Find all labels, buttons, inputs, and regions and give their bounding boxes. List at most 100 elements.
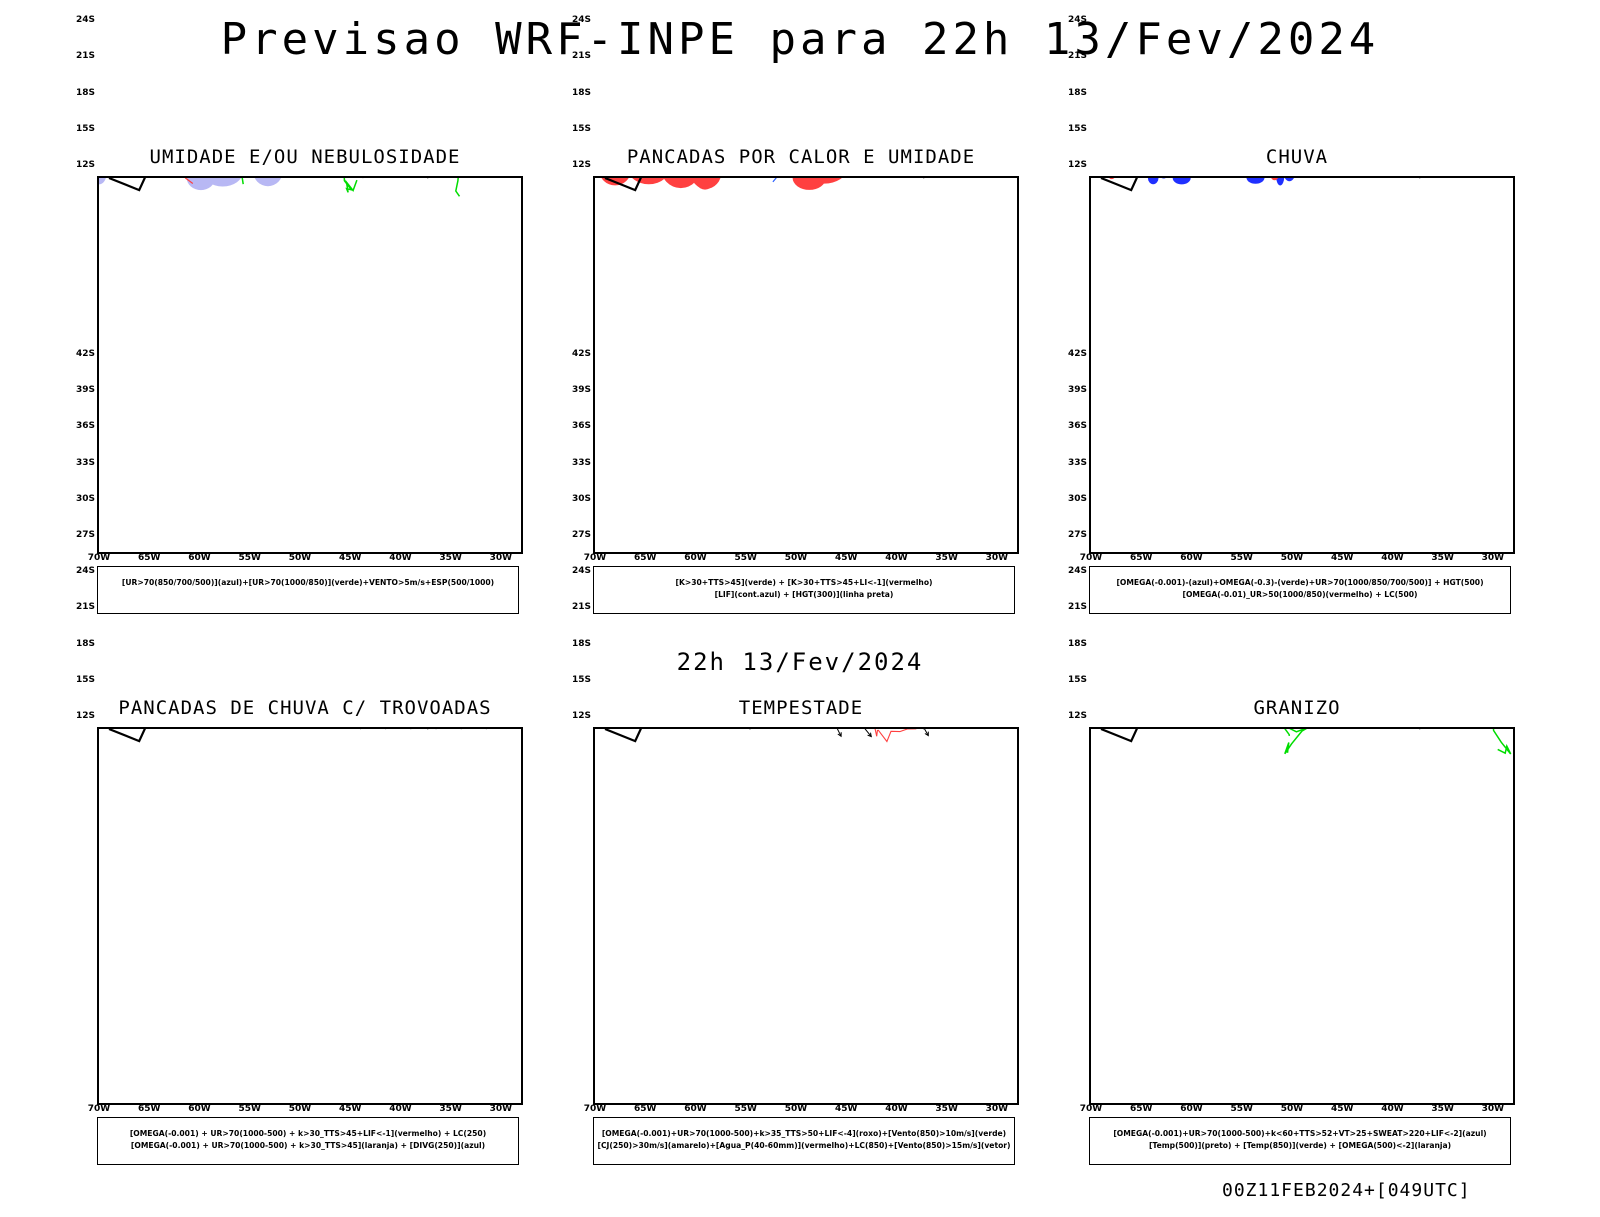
lon-tick-label: 40W xyxy=(1381,553,1404,563)
lat-tick-label: 36S xyxy=(75,421,95,432)
lat-tick-label: 30S xyxy=(571,493,591,504)
lon-tick-label: 45W xyxy=(1330,553,1354,563)
lat-tick-label: 15S xyxy=(1067,674,1087,685)
country-border xyxy=(108,729,146,743)
lat-tick-label: 24S xyxy=(75,15,95,26)
lon-tick-label: 60W xyxy=(684,1104,707,1114)
lon-tick-label: 45W xyxy=(1330,1104,1354,1114)
lon-tick-label: 60W xyxy=(684,553,707,563)
omega-area xyxy=(1172,178,1191,185)
lat-tick-label: 42S xyxy=(75,349,95,359)
omega-area xyxy=(1147,178,1159,185)
lat-tick-label: 39S xyxy=(75,385,95,396)
lat-tick-label: 12S xyxy=(571,159,591,170)
lon-tick-label: 55W xyxy=(1230,1104,1253,1114)
main-title: Previsao WRF-INPE para 22h 13/Fev/2024 xyxy=(220,14,1380,65)
lat-tick-label: 36S xyxy=(571,421,591,432)
lon-tick-label: 50W xyxy=(288,1104,312,1114)
lat-tick-label: 21S xyxy=(571,602,591,613)
lon-tick-label: 50W xyxy=(784,1104,808,1114)
panel-title: CHUVA xyxy=(1265,146,1329,168)
panel-tempestade: TEMPESTADE 40404050 [OMEGA(-0.001)+UR>70… xyxy=(556,349,1046,1217)
lon-tick-label: 40W xyxy=(389,553,412,563)
lon-tick-label: 40W xyxy=(389,1104,412,1114)
lon-tick-label: 40W xyxy=(885,1104,908,1114)
map-svg xyxy=(108,729,487,743)
lon-tick-label: 40W xyxy=(885,553,908,563)
map-svg: 9680968096809680968096809680960096009520… xyxy=(601,178,925,192)
humidity-low-contour xyxy=(343,178,358,193)
lat-tick-label: 12S xyxy=(571,710,591,721)
legend-box: [OMEGA(-0.001)+UR>70(1000-500)+k>35_TTS>… xyxy=(593,1117,1015,1165)
humidity-upper-area xyxy=(254,178,282,187)
lon-tick-label: 50W xyxy=(1280,1104,1304,1114)
omega-area xyxy=(1161,178,1166,179)
lon-tick-label: 60W xyxy=(1180,553,1203,563)
lat-tick-label: 15S xyxy=(571,123,591,134)
map-svg: 1016101210161020101610121008101210201004… xyxy=(99,178,461,197)
humidity-low-contour xyxy=(455,178,461,197)
panel-title: PANCADAS POR CALOR E UMIDADE xyxy=(626,146,976,168)
lon-tick-label: 45W xyxy=(338,1104,362,1114)
legend-box: [UR>70(850/700/500)](azul)+[UR>70(1000/8… xyxy=(97,566,519,614)
lon-tick-label: 55W xyxy=(238,553,261,563)
legend-line: [OMEGA(-0.001)-(azul)+OMEGA(-0.3)-(verde… xyxy=(1116,578,1484,587)
lat-tick-label: 15S xyxy=(75,674,95,685)
lon-tick-label: 35W xyxy=(1431,1104,1454,1114)
legend-line: [Temp(500)](preto) + [Temp(850)](verde) … xyxy=(1148,1141,1452,1150)
panel-chuva: CHUVA 588585582579576573570567576 [OMEGA… xyxy=(1052,15,1542,666)
lon-tick-label: 60W xyxy=(188,553,211,563)
lat-tick-label: 24S xyxy=(1067,566,1087,577)
lon-tick-label: 30W xyxy=(489,1104,513,1114)
lat-tick-label: 24S xyxy=(571,15,591,26)
lon-tick-label: 35W xyxy=(1431,553,1454,563)
humidity-upper-area xyxy=(186,178,216,191)
lat-tick-label: 33S xyxy=(571,457,591,468)
lon-tick-label: 30W xyxy=(985,553,1009,563)
map-plot xyxy=(97,727,523,1105)
lat-tick-label: 21S xyxy=(1067,51,1087,62)
legend-line: [CJ(250)>30m/s](amarelo)+[Agua_P(40-60mm… xyxy=(597,1141,1011,1150)
lon-tick-label: 40W xyxy=(1381,1104,1404,1114)
humidity-upper-area xyxy=(99,178,106,185)
lat-tick-label: 18S xyxy=(571,638,591,649)
lon-tick-label: 45W xyxy=(834,553,858,563)
lat-tick-label: 18S xyxy=(1067,87,1087,98)
omega-area xyxy=(1246,178,1265,184)
heat-convection-area xyxy=(691,178,721,189)
omega-area xyxy=(1284,178,1294,182)
lat-tick-label: 21S xyxy=(75,602,95,613)
forecast-time-subtitle: 22h 13/Fev/2024 xyxy=(676,648,924,676)
precip-water-contour xyxy=(874,729,917,743)
lon-tick-label: 55W xyxy=(734,553,757,563)
rain-area xyxy=(1271,178,1278,181)
lat-tick-label: 15S xyxy=(571,674,591,685)
lon-tick-label: 35W xyxy=(439,1104,462,1114)
legend-line: [K>30+TTS>45](verde) + [K>30+TTS>45+LI<-… xyxy=(675,578,933,587)
temp-850-contour xyxy=(1284,729,1307,755)
lat-tick-label: 42S xyxy=(571,349,591,359)
lat-tick-label: 18S xyxy=(1067,638,1087,649)
lat-tick-label: 42S xyxy=(1067,349,1087,359)
legend-box: [OMEGA(-0.001)-(azul)+OMEGA(-0.3)-(verde… xyxy=(1089,566,1511,614)
lon-tick-label: 30W xyxy=(1481,553,1505,563)
lon-tick-label: 50W xyxy=(784,553,808,563)
lon-tick-label: 30W xyxy=(1481,1104,1505,1114)
panel-title: TEMPESTADE xyxy=(738,697,864,719)
legend-box: [K>30+TTS>45](verde) + [K>30+TTS>45+LI<-… xyxy=(593,566,1015,614)
lon-tick-label: 50W xyxy=(1280,553,1304,563)
lon-tick-label: 70W xyxy=(583,1104,607,1114)
panel-title: UMIDADE E/OU NEBULOSIDADE xyxy=(149,146,461,168)
lat-tick-label: 33S xyxy=(1067,457,1087,468)
temp-850-contour xyxy=(1284,729,1307,736)
lon-tick-label: 35W xyxy=(935,1104,958,1114)
lat-tick-label: 39S xyxy=(571,385,591,396)
lat-tick-label: 24S xyxy=(1067,15,1087,26)
lon-tick-label: 45W xyxy=(338,553,362,563)
lon-tick-label: 65W xyxy=(634,1104,657,1114)
map-plot: 1016101210161020101610121008101210201004… xyxy=(97,176,523,554)
lon-tick-label: 65W xyxy=(634,553,657,563)
map-svg: 40404050 xyxy=(604,729,929,743)
lon-tick-label: 70W xyxy=(87,553,111,563)
lon-tick-label: 35W xyxy=(439,553,462,563)
